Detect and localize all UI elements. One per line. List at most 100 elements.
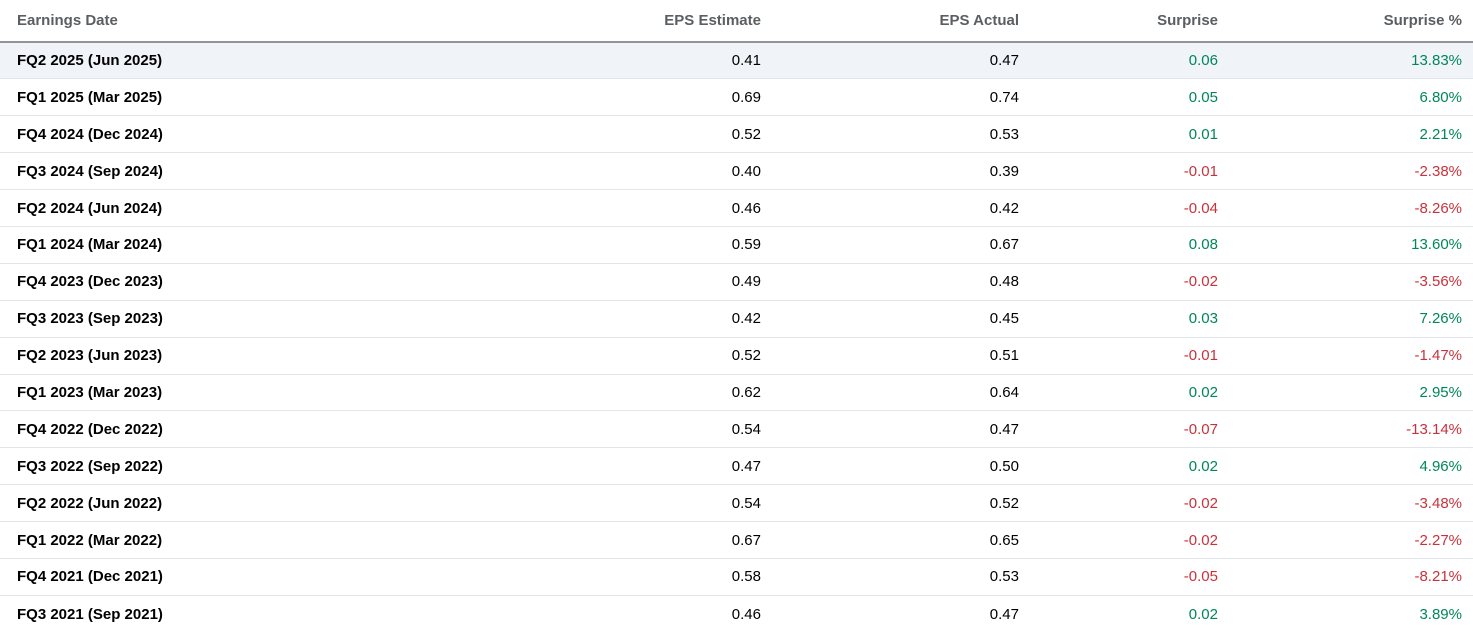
cell-eps-actual: 0.45	[761, 299, 1019, 338]
cell-surprise-pct: -1.47%	[1218, 336, 1473, 375]
cell-eps-actual: 0.51	[761, 336, 1019, 375]
cell-eps-actual: 0.52	[761, 484, 1019, 522]
cell-eps-actual: 0.47	[761, 42, 1019, 79]
table-row: FQ4 2023 (Dec 2023) 0.49 0.48 -0.02 -3.56%	[0, 262, 1473, 301]
cell-eps-estimate: 0.67	[461, 521, 761, 559]
cell-eps-estimate: 0.46	[461, 189, 761, 227]
cell-surprise: -0.02	[1019, 262, 1218, 301]
cell-eps-estimate: 0.54	[461, 484, 761, 522]
cell-eps-estimate: 0.69	[461, 78, 761, 116]
cell-earnings-date: FQ1 2022 (Mar 2022)	[0, 521, 461, 559]
cell-eps-estimate: 0.46	[461, 594, 761, 633]
cell-eps-estimate: 0.49	[461, 262, 761, 301]
table-row: FQ4 2022 (Dec 2022) 0.54 0.47 -0.07 -13.14%	[0, 410, 1473, 448]
table-row: FQ2 2023 (Jun 2023) 0.52 0.51 -0.01 -1.47%	[0, 336, 1473, 375]
cell-eps-actual: 0.74	[761, 78, 1019, 116]
cell-surprise-pct: 2.95%	[1218, 373, 1473, 411]
cell-surprise: 0.06	[1019, 42, 1218, 79]
cell-eps-actual: 0.67	[761, 225, 1019, 264]
cell-surprise-pct: 13.83%	[1218, 42, 1473, 79]
table-row: FQ3 2021 (Sep 2021) 0.46 0.47 0.02 3.89%	[0, 594, 1473, 633]
cell-surprise-pct: -8.21%	[1218, 557, 1473, 596]
cell-earnings-date: FQ2 2023 (Jun 2023)	[0, 336, 461, 375]
cell-eps-estimate: 0.52	[461, 336, 761, 375]
cell-surprise-pct: 7.26%	[1218, 299, 1473, 338]
cell-surprise-pct: -2.38%	[1218, 152, 1473, 190]
cell-earnings-date: FQ3 2021 (Sep 2021)	[0, 594, 461, 633]
cell-eps-estimate: 0.41	[461, 42, 761, 79]
cell-eps-actual: 0.42	[761, 189, 1019, 227]
cell-surprise-pct: -13.14%	[1218, 410, 1473, 448]
column-header-eps-actual: EPS Actual	[761, 0, 1019, 43]
table-row: FQ3 2024 (Sep 2024) 0.40 0.39 -0.01 -2.38%	[0, 152, 1473, 190]
cell-eps-estimate: 0.59	[461, 225, 761, 264]
cell-earnings-date: FQ1 2025 (Mar 2025)	[0, 78, 461, 116]
cell-surprise-pct: 2.21%	[1218, 115, 1473, 153]
cell-earnings-date: FQ3 2022 (Sep 2022)	[0, 447, 461, 485]
cell-eps-estimate: 0.54	[461, 410, 761, 448]
cell-surprise-pct: 3.89%	[1218, 594, 1473, 633]
table-row: FQ4 2024 (Dec 2024) 0.52 0.53 0.01 2.21%	[0, 115, 1473, 153]
cell-earnings-date: FQ3 2023 (Sep 2023)	[0, 299, 461, 338]
cell-earnings-date: FQ1 2024 (Mar 2024)	[0, 225, 461, 264]
cell-eps-actual: 0.48	[761, 262, 1019, 301]
cell-eps-estimate: 0.58	[461, 557, 761, 596]
table-body: FQ2 2025 (Jun 2025) 0.41 0.47 0.06 13.83% FQ1…	[0, 42, 1473, 633]
table-row: FQ1 2025 (Mar 2025) 0.69 0.74 0.05 6.80%	[0, 78, 1473, 116]
cell-surprise: 0.03	[1019, 299, 1218, 338]
column-header-eps-estimate: EPS Estimate	[461, 0, 761, 43]
cell-earnings-date: FQ2 2024 (Jun 2024)	[0, 189, 461, 227]
cell-earnings-date: FQ4 2021 (Dec 2021)	[0, 557, 461, 596]
table-row: FQ3 2023 (Sep 2023) 0.42 0.45 0.03 7.26%	[0, 299, 1473, 338]
column-header-surprise-pct: Surprise %	[1218, 0, 1473, 43]
cell-earnings-date: FQ4 2023 (Dec 2023)	[0, 262, 461, 301]
table-row: FQ2 2024 (Jun 2024) 0.46 0.42 -0.04 -8.26%	[0, 189, 1473, 227]
cell-eps-actual: 0.53	[761, 115, 1019, 153]
cell-surprise: 0.05	[1019, 78, 1218, 116]
table-header-row: Earnings Date EPS Estimate EPS Actual Su…	[0, 0, 1473, 43]
cell-surprise: -0.05	[1019, 557, 1218, 596]
cell-earnings-date: FQ4 2024 (Dec 2024)	[0, 115, 461, 153]
cell-surprise-pct: 6.80%	[1218, 78, 1473, 116]
column-header-surprise: Surprise	[1019, 0, 1218, 43]
cell-eps-actual: 0.39	[761, 152, 1019, 190]
table-row: FQ1 2022 (Mar 2022) 0.67 0.65 -0.02 -2.27%	[0, 521, 1473, 559]
table-row: FQ3 2022 (Sep 2022) 0.47 0.50 0.02 4.96%	[0, 447, 1473, 485]
cell-eps-estimate: 0.52	[461, 115, 761, 153]
cell-earnings-date: FQ1 2023 (Mar 2023)	[0, 373, 461, 411]
cell-eps-estimate: 0.40	[461, 152, 761, 190]
cell-eps-estimate: 0.42	[461, 299, 761, 338]
cell-surprise-pct: -3.48%	[1218, 484, 1473, 522]
cell-surprise: -0.01	[1019, 152, 1218, 190]
cell-surprise: -0.04	[1019, 189, 1218, 227]
table-row: FQ1 2023 (Mar 2023) 0.62 0.64 0.02 2.95%	[0, 373, 1473, 411]
cell-surprise: 0.02	[1019, 447, 1218, 485]
cell-eps-actual: 0.65	[761, 521, 1019, 559]
cell-surprise-pct: -3.56%	[1218, 262, 1473, 301]
cell-earnings-date: FQ4 2022 (Dec 2022)	[0, 410, 461, 448]
cell-earnings-date: FQ3 2024 (Sep 2024)	[0, 152, 461, 190]
cell-eps-actual: 0.64	[761, 373, 1019, 411]
cell-surprise: 0.02	[1019, 594, 1218, 633]
cell-surprise: -0.07	[1019, 410, 1218, 448]
table-row: FQ2 2025 (Jun 2025) 0.41 0.47 0.06 13.83%	[0, 42, 1473, 79]
cell-surprise-pct: -2.27%	[1218, 521, 1473, 559]
column-header-earnings-date: Earnings Date	[0, 0, 461, 43]
cell-surprise: -0.02	[1019, 484, 1218, 522]
cell-eps-actual: 0.47	[761, 410, 1019, 448]
cell-surprise-pct: 4.96%	[1218, 447, 1473, 485]
cell-eps-actual: 0.50	[761, 447, 1019, 485]
cell-surprise: 0.02	[1019, 373, 1218, 411]
table-row: FQ4 2021 (Dec 2021) 0.58 0.53 -0.05 -8.21%	[0, 557, 1473, 596]
cell-earnings-date: FQ2 2025 (Jun 2025)	[0, 42, 461, 79]
cell-surprise: 0.01	[1019, 115, 1218, 153]
cell-surprise: 0.08	[1019, 225, 1218, 264]
cell-eps-estimate: 0.62	[461, 373, 761, 411]
cell-earnings-date: FQ2 2022 (Jun 2022)	[0, 484, 461, 522]
cell-eps-actual: 0.47	[761, 594, 1019, 633]
cell-eps-actual: 0.53	[761, 557, 1019, 596]
cell-eps-estimate: 0.47	[461, 447, 761, 485]
table-row: FQ1 2024 (Mar 2024) 0.59 0.67 0.08 13.60%	[0, 225, 1473, 264]
